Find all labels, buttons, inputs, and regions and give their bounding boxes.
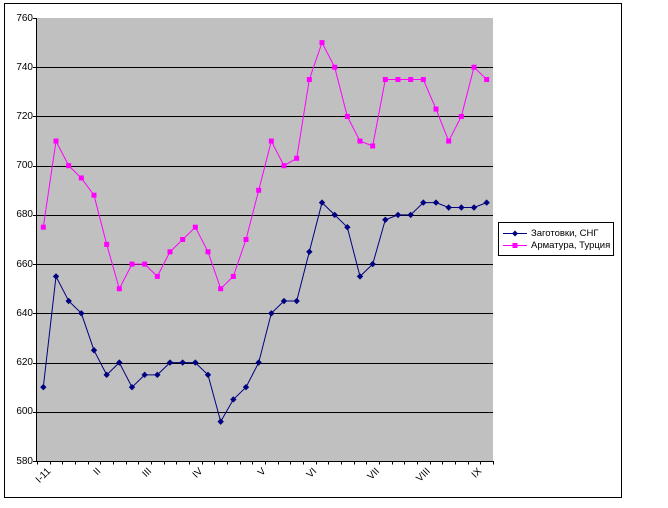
data-point-marker [369, 260, 376, 268]
data-point-marker [470, 204, 478, 211]
legend-marker-diamond-icon [503, 230, 527, 236]
legend-item-zagotovki: Заготовки, СНГ [502, 228, 613, 239]
y-axis-label: 620 [16, 357, 33, 369]
data-point-marker [230, 396, 237, 403]
legend-label: Заготовки, СНГ [531, 227, 599, 239]
data-point-marker [280, 297, 288, 305]
data-point-marker [331, 211, 338, 219]
data-point-marker [154, 371, 161, 379]
data-point-marker [167, 249, 173, 255]
data-point-marker [318, 199, 326, 206]
data-point-marker [53, 138, 59, 144]
data-point-marker [357, 138, 363, 144]
data-point-marker [192, 359, 199, 366]
data-point-marker [432, 199, 440, 206]
data-point-marker [332, 64, 338, 70]
data-point-marker [483, 199, 490, 206]
y-axis-label: 700 [16, 160, 33, 172]
data-point-marker [242, 383, 250, 391]
data-point-marker [395, 77, 401, 83]
data-point-marker [65, 297, 72, 305]
data-point-marker [180, 237, 186, 242]
data-point-marker [128, 383, 136, 391]
data-point-marker [205, 249, 211, 255]
data-point-marker [192, 224, 198, 230]
data-point-marker [306, 77, 312, 83]
legend-marker-square-icon [503, 242, 527, 248]
y-axis-label: 660 [16, 258, 33, 270]
data-point-marker [268, 138, 274, 144]
data-point-marker [103, 371, 110, 379]
y-axis-label: 720 [16, 110, 33, 122]
data-point-marker [420, 77, 426, 83]
data-point-marker [129, 261, 135, 267]
data-point-marker [306, 248, 313, 256]
data-point-marker [281, 163, 287, 169]
y-axis-label: 580 [16, 455, 33, 467]
data-point-marker [91, 192, 97, 198]
data-point-marker [471, 64, 477, 70]
data-point-marker [294, 155, 300, 161]
y-axis-label: 600 [16, 406, 33, 418]
data-point-marker [218, 286, 224, 292]
data-point-marker [293, 297, 300, 305]
legend-label: Арматура, Турция [531, 239, 611, 251]
data-point-marker [154, 273, 160, 279]
data-point-marker [217, 418, 224, 425]
data-point-marker [268, 310, 275, 317]
data-point-marker [382, 77, 388, 83]
data-point-marker [179, 359, 186, 366]
y-axis-label: 640 [16, 307, 33, 319]
data-point-marker [66, 163, 72, 169]
data-point-marker [104, 241, 110, 247]
data-point-marker [52, 273, 60, 280]
legend-item-armatura: Арматура, Турция [502, 240, 613, 251]
data-point-marker [458, 204, 465, 211]
data-point-marker [78, 175, 84, 181]
data-point-marker [90, 347, 98, 354]
data-point-marker [204, 371, 212, 379]
data-point-marker [446, 138, 452, 144]
series-line-0 [42, 201, 487, 423]
data-point-marker [445, 204, 452, 211]
data-point-marker [256, 187, 262, 193]
data-point-marker [370, 143, 376, 149]
data-point-marker [166, 359, 174, 366]
data-point-marker [78, 310, 85, 317]
data-point-marker [319, 40, 325, 46]
data-point-marker [433, 106, 439, 112]
data-point-marker [141, 371, 148, 379]
data-point-marker [407, 211, 414, 219]
data-point-marker [420, 199, 427, 206]
data-point-marker [382, 216, 389, 224]
plot-area [37, 18, 493, 461]
data-point-marker [394, 211, 402, 219]
data-point-marker [116, 286, 122, 292]
series-line-1 [42, 41, 488, 291]
data-point-marker [458, 113, 464, 119]
data-point-marker [142, 261, 148, 267]
data-point-marker [344, 223, 351, 231]
data-point-marker [255, 359, 262, 366]
data-point-marker [243, 237, 249, 242]
data-point-marker [40, 383, 47, 391]
y-axis-label: 760 [16, 12, 33, 24]
data-point-marker [116, 359, 123, 366]
legend: Заготовки, СНГ Арматура, Турция [498, 222, 614, 256]
data-point-marker [484, 77, 490, 83]
data-point-marker [40, 224, 46, 230]
data-point-marker [408, 77, 414, 83]
y-axis-label: 740 [16, 61, 33, 73]
data-point-marker [344, 113, 350, 119]
data-point-marker [356, 273, 364, 280]
y-axis-label: 680 [16, 209, 33, 221]
data-point-marker [230, 273, 236, 279]
